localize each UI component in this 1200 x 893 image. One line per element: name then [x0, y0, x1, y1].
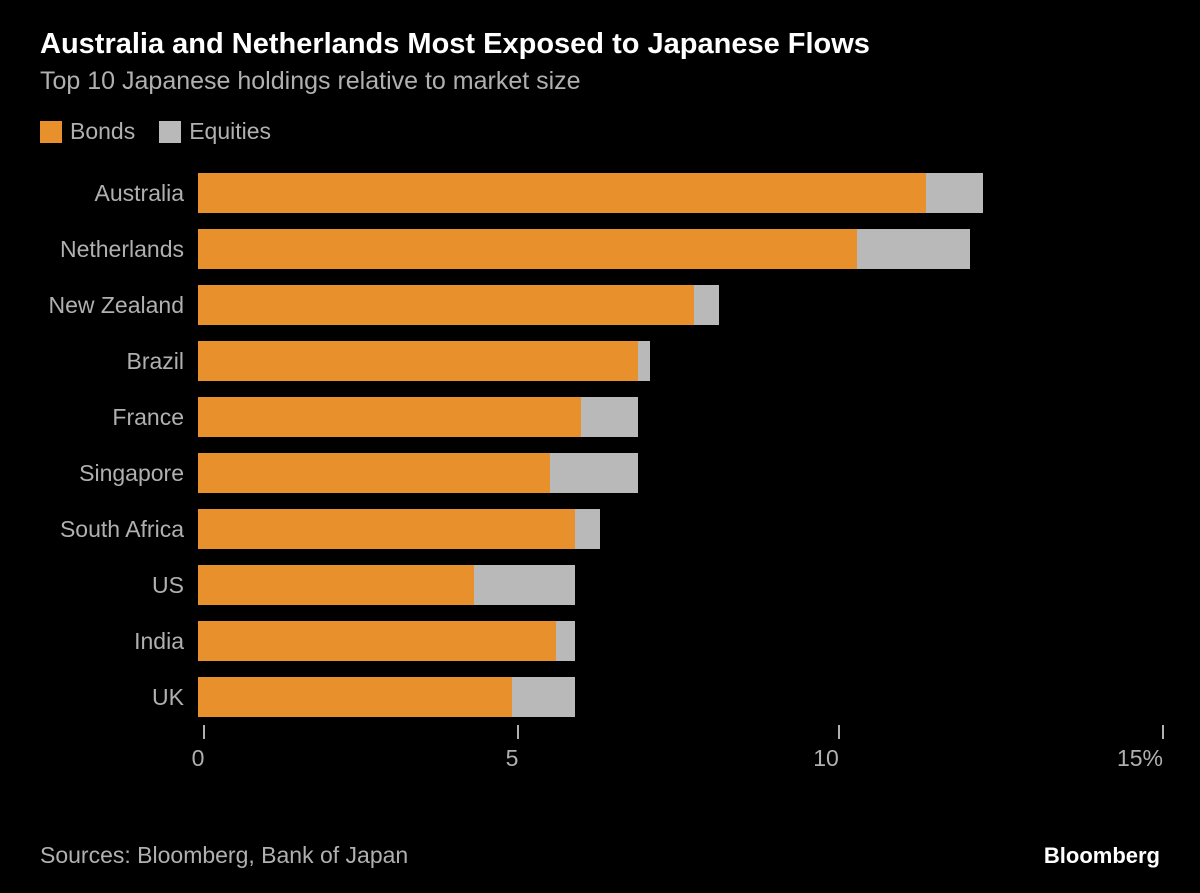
legend-item-equities: Equities — [159, 118, 271, 145]
bar-segment-equities — [575, 509, 600, 549]
bar-label: New Zealand — [40, 292, 198, 319]
bar-segment-bonds — [198, 677, 512, 717]
bar-label: South Africa — [40, 516, 198, 543]
bar-stack — [198, 565, 1140, 605]
tick-label: 0 — [192, 745, 205, 772]
bar-row: Australia — [198, 165, 1140, 221]
tick-label: 10 — [813, 745, 839, 772]
bar-segment-equities — [556, 621, 575, 661]
bar-segment-equities — [694, 285, 719, 325]
bar-segment-bonds — [198, 453, 550, 493]
bar-stack — [198, 341, 1140, 381]
bar-row: Netherlands — [198, 221, 1140, 277]
bar-segment-equities — [638, 341, 651, 381]
bar-label: US — [40, 572, 198, 599]
bar-row: US — [198, 557, 1140, 613]
bar-row: South Africa — [198, 501, 1140, 557]
bar-row: India — [198, 613, 1140, 669]
source-text: Sources: Bloomberg, Bank of Japan — [40, 842, 408, 869]
tick-label: 15% — [1117, 745, 1163, 772]
legend-label-equities: Equities — [189, 118, 271, 145]
tick-label: 5 — [506, 745, 519, 772]
tick-mark — [203, 725, 205, 739]
bar-segment-bonds — [198, 229, 857, 269]
bar-stack — [198, 621, 1140, 661]
bar-row: France — [198, 389, 1140, 445]
bar-stack — [198, 509, 1140, 549]
x-axis: 051015% — [198, 725, 1140, 775]
bar-segment-equities — [474, 565, 574, 605]
bar-segment-equities — [581, 397, 638, 437]
bar-segment-equities — [857, 229, 970, 269]
bar-segment-bonds — [198, 621, 556, 661]
bar-label: Singapore — [40, 460, 198, 487]
bar-label: France — [40, 404, 198, 431]
bar-segment-bonds — [198, 509, 575, 549]
chart-title: Australia and Netherlands Most Exposed t… — [40, 28, 1160, 61]
chart-subtitle: Top 10 Japanese holdings relative to mar… — [40, 67, 1160, 96]
bar-segment-bonds — [198, 173, 926, 213]
brand-logo: Bloomberg — [1044, 843, 1160, 869]
bar-segment-equities — [550, 453, 638, 493]
bar-stack — [198, 173, 1140, 213]
bar-label: Australia — [40, 180, 198, 207]
bar-stack — [198, 397, 1140, 437]
bar-row: Singapore — [198, 445, 1140, 501]
legend: Bonds Equities — [40, 118, 1160, 145]
bar-row: UK — [198, 669, 1140, 725]
bars-container: AustraliaNetherlandsNew ZealandBrazilFra… — [198, 165, 1140, 725]
bar-row: Brazil — [198, 333, 1140, 389]
bar-segment-equities — [926, 173, 983, 213]
axis-tick: 0 — [198, 725, 211, 772]
bar-stack — [198, 677, 1140, 717]
legend-swatch-bonds — [40, 121, 62, 143]
bar-stack — [198, 285, 1140, 325]
legend-swatch-equities — [159, 121, 181, 143]
bar-label: Netherlands — [40, 236, 198, 263]
chart-footer: Sources: Bloomberg, Bank of Japan Bloomb… — [40, 842, 1160, 869]
bar-segment-bonds — [198, 341, 638, 381]
bar-label: UK — [40, 684, 198, 711]
tick-mark — [517, 725, 519, 739]
bar-segment-bonds — [198, 565, 474, 605]
chart-plot-area: AustraliaNetherlandsNew ZealandBrazilFra… — [198, 165, 1140, 725]
legend-label-bonds: Bonds — [70, 118, 135, 145]
bar-stack — [198, 229, 1140, 269]
bar-label: India — [40, 628, 198, 655]
legend-item-bonds: Bonds — [40, 118, 135, 145]
tick-mark — [1162, 725, 1164, 739]
bar-segment-bonds — [198, 397, 581, 437]
tick-mark — [838, 725, 840, 739]
bar-label: Brazil — [40, 348, 198, 375]
bar-row: New Zealand — [198, 277, 1140, 333]
axis-tick: 5 — [512, 725, 525, 772]
bar-segment-bonds — [198, 285, 694, 325]
bar-stack — [198, 453, 1140, 493]
axis-tick: 15% — [1140, 725, 1186, 772]
bar-segment-equities — [512, 677, 575, 717]
chart-container: Australia and Netherlands Most Exposed t… — [0, 0, 1200, 893]
axis-tick: 10 — [826, 725, 852, 772]
